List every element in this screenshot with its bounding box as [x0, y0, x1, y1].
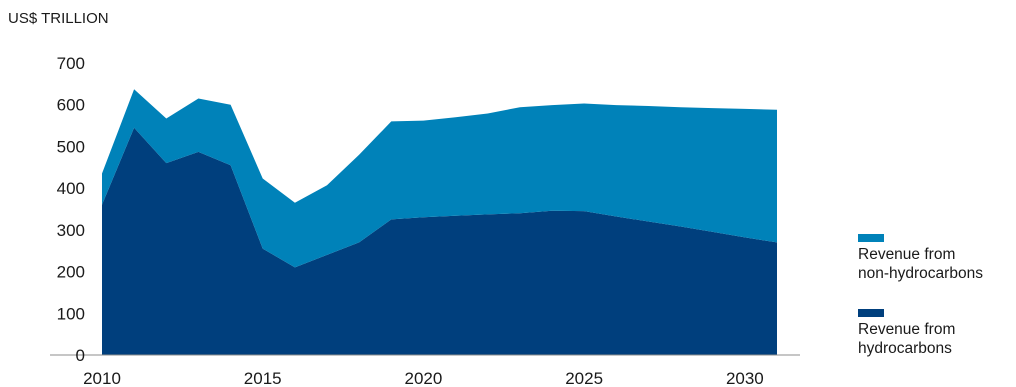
x-tick-label: 2015	[244, 369, 282, 387]
legend-label-hydrocarbons: Revenue from hydrocarbons	[858, 321, 956, 357]
legend-label-non-hydrocarbons: Revenue from non-hydrocarbons	[858, 246, 983, 282]
legend-item-non-hydrocarbons: Revenue from non-hydrocarbons	[858, 234, 1016, 283]
area-series-hydrocarbons	[102, 127, 777, 355]
y-tick-label: 400	[57, 179, 85, 198]
y-tick-label: 0	[76, 346, 85, 365]
x-tick-label: 2020	[405, 369, 443, 387]
y-axis-title: US$ TRILLION	[8, 10, 109, 27]
y-tick-label: 600	[57, 96, 85, 115]
legend-item-hydrocarbons: Revenue from hydrocarbons	[858, 309, 1016, 358]
y-tick-label: 500	[57, 137, 85, 156]
y-tick-label: 300	[57, 221, 85, 240]
legend-swatch-non-hydrocarbons	[858, 234, 884, 242]
x-tick-label: 2025	[565, 369, 603, 387]
y-tick-label: 200	[57, 263, 85, 282]
area-series-non-hydrocarbons	[102, 89, 777, 268]
y-tick-label: 700	[57, 54, 85, 73]
x-tick-label: 2010	[83, 369, 121, 387]
y-axis-ticks: 0 100 200 300 400 500 600 700	[57, 54, 85, 365]
legend-swatch-hydrocarbons	[858, 309, 884, 317]
y-tick-label: 100	[57, 304, 85, 323]
x-axis-ticks: 2010 2015 2020 2025 2030	[83, 369, 764, 387]
chart-areas	[102, 89, 777, 355]
x-tick-label: 2030	[726, 369, 764, 387]
